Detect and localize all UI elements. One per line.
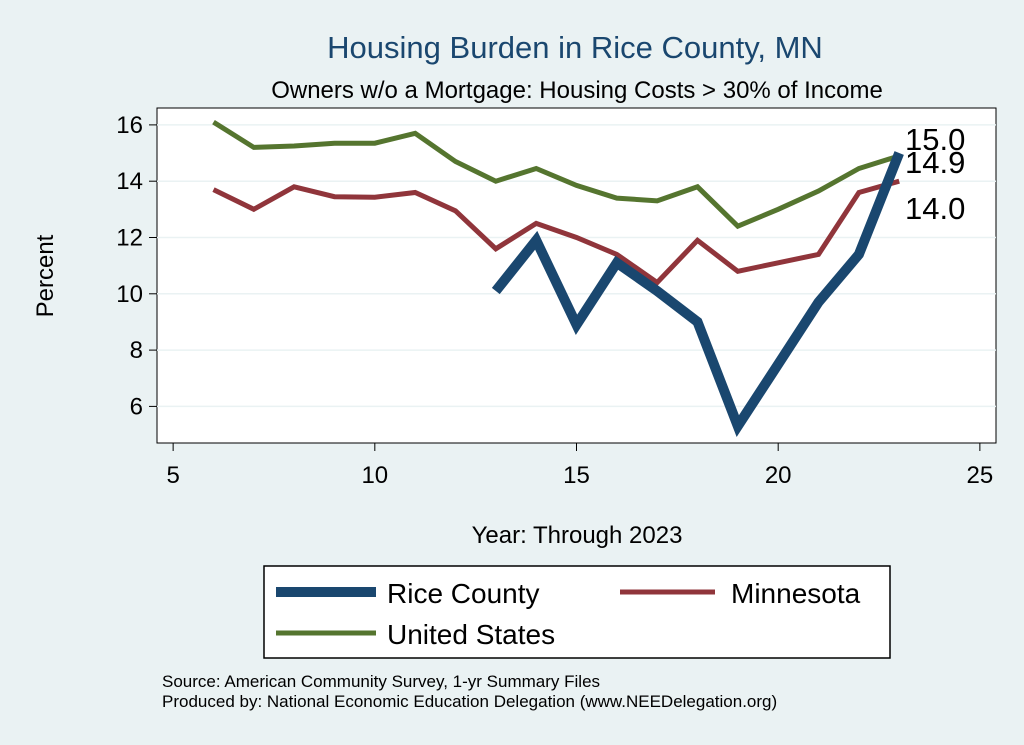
end-label-rice-county: 15.0 bbox=[905, 122, 965, 157]
series bbox=[212, 119, 904, 438]
plot-area bbox=[156, 107, 997, 444]
series-line-rice-county bbox=[491, 151, 904, 438]
chart-title: Housing Burden in Rice County, MN bbox=[327, 30, 823, 65]
producer-note: Produced by: National Economic Education… bbox=[162, 692, 777, 711]
series-line-united-states bbox=[212, 119, 900, 230]
legend-label-united-states: United States bbox=[387, 619, 555, 650]
series-line-minnesota bbox=[212, 178, 900, 286]
y-tick-label: 12 bbox=[116, 224, 143, 251]
legend bbox=[263, 565, 891, 659]
x-axis: 5 10 15 20 25 bbox=[157, 442, 996, 489]
chart-subtitle: Owners w/o a Mortgage: Housing Costs > 3… bbox=[271, 77, 883, 104]
x-tick-label: 15 bbox=[563, 462, 590, 489]
legend-label-minnesota: Minnesota bbox=[731, 578, 861, 609]
end-label-minnesota: 14.0 bbox=[905, 191, 965, 226]
end-labels: 15.0 14.0 14.9 bbox=[905, 122, 965, 226]
end-label-united-states: 14.9 bbox=[905, 145, 965, 180]
y-tick-label: 10 bbox=[116, 281, 143, 308]
y-tick-label: 8 bbox=[130, 337, 143, 364]
y-tick-label: 6 bbox=[130, 393, 143, 420]
y-axis-label: Percent bbox=[32, 234, 59, 317]
x-tick-label: 5 bbox=[166, 462, 179, 489]
x-axis-label: Year: Through 2023 bbox=[472, 522, 683, 549]
y-axis: 6 8 10 12 14 16 bbox=[116, 112, 157, 420]
source-note: Source: American Community Survey, 1-yr … bbox=[162, 672, 600, 691]
y-tick-label: 14 bbox=[116, 168, 143, 195]
x-tick-label: 20 bbox=[765, 462, 792, 489]
x-tick-label: 25 bbox=[967, 462, 994, 489]
x-tick-label: 10 bbox=[361, 462, 388, 489]
y-tick-label: 16 bbox=[116, 112, 143, 139]
legend-label-rice-county: Rice County bbox=[387, 578, 540, 609]
